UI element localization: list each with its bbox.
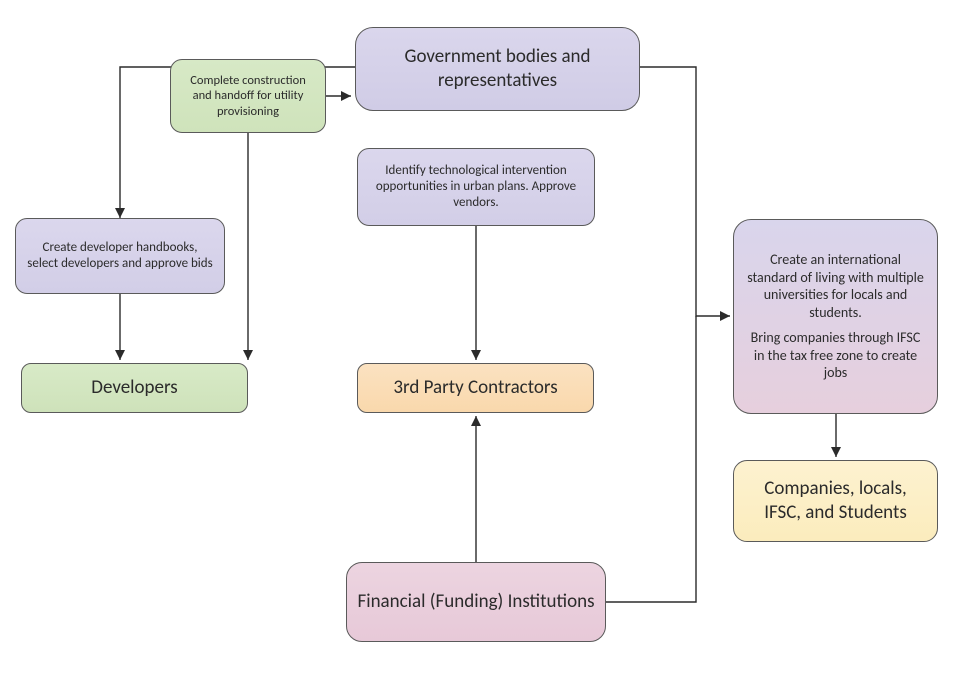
label: Create developer handbooks, select devel… (26, 240, 214, 273)
label: Create an international standard of livi… (744, 251, 927, 382)
node-government: Government bodies and representatives (355, 27, 640, 111)
arrowhead-handbooks-to-dev (115, 350, 125, 360)
arrowhead-standard-to-comp (831, 447, 841, 457)
arrowhead-fin-to-contractors (471, 416, 481, 426)
node-standard-of-living: Create an international standard of livi… (733, 219, 938, 414)
node-tech-intervention: Identify technological intervention oppo… (357, 148, 595, 226)
arrowhead-gov-to-handbooks (115, 208, 125, 218)
label: Financial (Funding) Institutions (357, 590, 594, 614)
label: Companies, locals, IFSC, and Students (744, 477, 927, 525)
label: Government bodies and representatives (366, 45, 629, 93)
arrowhead-tech-to-contractors (471, 350, 481, 360)
edge-fin-to-standard (606, 316, 696, 602)
arrowhead-gov-to-standard (720, 311, 730, 321)
node-financial: Financial (Funding) Institutions (346, 562, 606, 642)
node-developers: Developers (21, 363, 248, 413)
node-construction: Complete construction and handoff for ut… (170, 59, 326, 133)
label: Developers (91, 376, 177, 400)
label: Complete construction and handoff for ut… (181, 73, 315, 120)
node-handbooks: Create developer handbooks, select devel… (15, 218, 225, 294)
label: Identify technological intervention oppo… (368, 163, 584, 212)
arrowhead-construction-down (243, 350, 253, 360)
node-companies: Companies, locals, IFSC, and Students (733, 460, 938, 542)
node-contractors: 3rd Party Contractors (357, 363, 594, 413)
label: 3rd Party Contractors (393, 376, 557, 400)
edge-gov-to-standard (640, 67, 730, 316)
arrowhead-construction-to-gov (341, 91, 351, 101)
